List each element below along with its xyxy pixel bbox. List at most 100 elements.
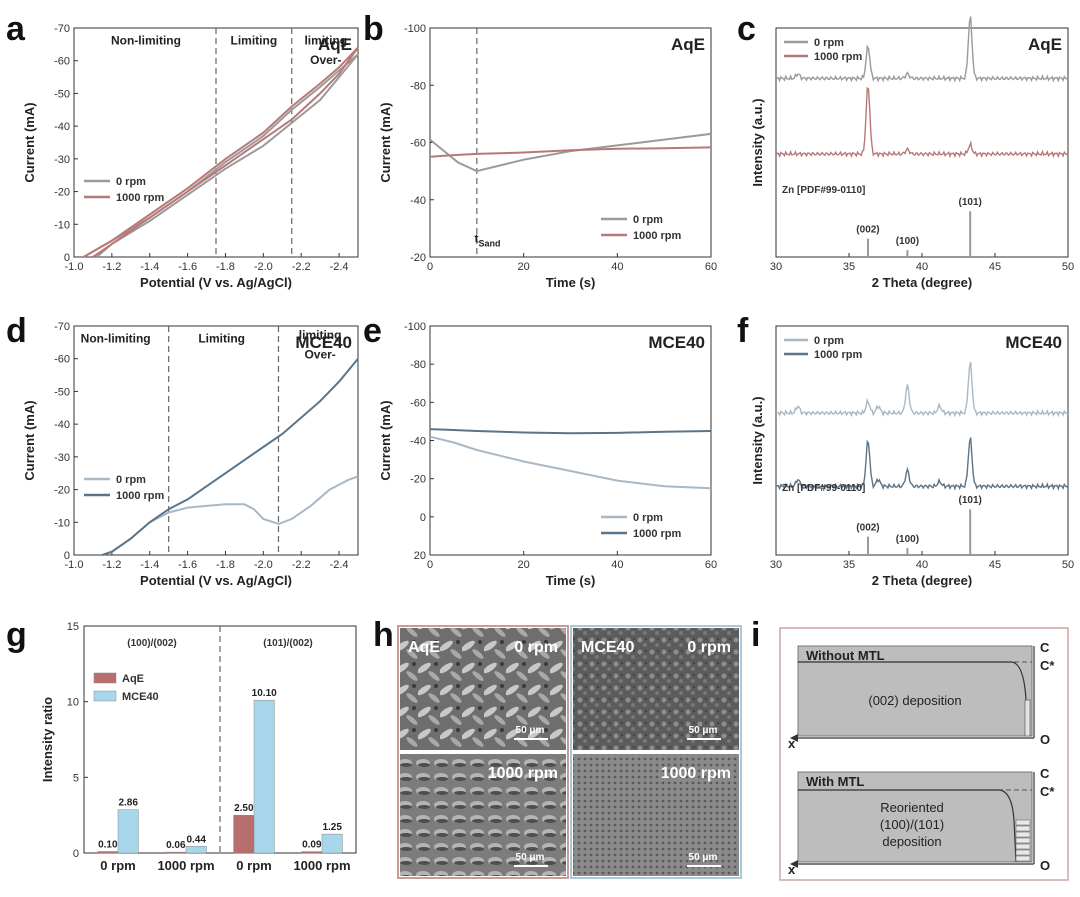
arrow-icon [790, 734, 798, 742]
panel-letter-d: d [6, 312, 27, 350]
x-tick-label: -1.4 [140, 261, 159, 273]
sem-mce-0rpm-label: 0 rpm [687, 639, 731, 656]
y-tick-label: 0 [64, 550, 70, 562]
x-axis-label: 2 Theta (degree) [872, 573, 972, 588]
panel-letter-c: c [737, 10, 756, 48]
x-category-label: 0 rpm [100, 858, 135, 873]
panel-letter-g: g [6, 616, 27, 654]
schematic-bottom-text-3: deposition [882, 834, 941, 849]
y-tick-label: -60 [54, 56, 70, 68]
bar-mce40 [253, 699, 275, 854]
x-axis-label: Time (s) [546, 573, 596, 588]
series-line-0 [429, 132, 712, 173]
sem-mce-0rpm-image [573, 628, 739, 750]
region-label: Over- [310, 53, 341, 67]
bar-data-label: 0.44 [186, 834, 206, 845]
y-tick-label: 20 [414, 550, 426, 562]
sem-mce-1000rpm-label: 1000 rpm [661, 765, 731, 782]
x-tick-label: 35 [843, 559, 855, 571]
bar-data-label: 2.86 [118, 798, 138, 809]
y-tick-label: -40 [410, 436, 426, 448]
legend-label: 0 rpm [814, 335, 844, 347]
x-tick-label: 20 [518, 261, 530, 273]
region-label: Limiting [231, 33, 278, 47]
x-tick-label: 35 [843, 261, 855, 273]
sem-aqe-1000rpm-image [400, 754, 566, 876]
sem-mce-frame [570, 625, 742, 879]
region-label: Limiting [198, 331, 245, 345]
bar-data-label: 0.10 [98, 839, 118, 850]
x-category-label: 0 rpm [236, 858, 271, 873]
reference-stick-label: (100) [896, 236, 919, 247]
sem-scale-label: 50 μm [689, 725, 718, 736]
y-tick-label: -100 [404, 321, 426, 333]
x-tick-label: 0 [427, 559, 433, 571]
y-tick-label: -50 [54, 88, 70, 100]
group-label: (101)/(002) [263, 638, 312, 649]
y-tick-label: -60 [54, 354, 70, 366]
sem-aqe-1000rpm-label: 1000 rpm [488, 765, 558, 782]
legend-label: 1000 rpm [814, 349, 863, 361]
series-line-0 [82, 53, 359, 258]
panel-f-xrd-mce40: 30 35 40 45 50 2 Theta (degree) Intensity (a.u… [750, 325, 1074, 588]
y-axis-label: Intensity ratio [40, 697, 55, 782]
bar-data-label: 2.50 [234, 803, 254, 814]
sem-scale-label: 50 μm [516, 725, 545, 736]
panel-letter-b: b [363, 10, 384, 48]
x-tick-label: -2.2 [292, 261, 311, 273]
legend-label: 0 rpm [633, 512, 663, 524]
group-label: (100)/(002) [127, 638, 176, 649]
y-tick-label: 15 [67, 621, 79, 633]
x-tick-label: 0 [427, 261, 433, 273]
schematic-x-label: x [788, 862, 796, 877]
x-tick-label: 45 [989, 559, 1001, 571]
x-tick-label: -2.2 [292, 559, 311, 571]
bar-mce40 [321, 833, 343, 854]
panel-letter-f: f [737, 312, 749, 350]
x-tick-label: 20 [518, 559, 530, 571]
x-tick-label: 40 [611, 559, 623, 571]
bar-data-label: 0.06 [166, 840, 186, 851]
series-line-1 [102, 358, 359, 556]
y-tick-label: -20 [410, 474, 426, 486]
sem-aqe-frame [397, 625, 569, 879]
panel-i-schematic: Without MTL (002) deposition C C* O x Wi… [779, 627, 1069, 881]
x-tick-label: 45 [989, 261, 1001, 273]
schematic-bottom-text-2: (100)/(101) [880, 817, 944, 832]
schematic-cstar-label: C* [1040, 658, 1055, 673]
xrd-pattern-0 [775, 16, 1069, 83]
sem-aqe-label: AqE [408, 639, 440, 656]
reference-stick-label: (101) [959, 495, 982, 506]
legend-label: 1000 rpm [116, 192, 165, 204]
bar-data-label: 10.10 [252, 688, 277, 699]
bar-aqe [165, 851, 187, 854]
schematic-top-title: Without MTL [806, 648, 885, 663]
series-line-1 [82, 46, 359, 258]
reference-stick-label: (002) [856, 225, 879, 236]
x-tick-label: -2.4 [330, 559, 349, 571]
legend-label: 1000 rpm [633, 528, 682, 540]
x-tick-label: 50 [1062, 559, 1074, 571]
y-tick-label: 10 [67, 697, 79, 709]
legend-label: 1000 rpm [116, 490, 165, 502]
sem-aqe-0rpm-label: 0 rpm [514, 639, 558, 656]
bar-mce40 [117, 809, 139, 854]
bar-mce40 [185, 846, 207, 854]
legend-label: AqE [122, 673, 144, 685]
legend-swatch [93, 690, 117, 702]
legend-label: 1000 rpm [814, 51, 863, 63]
panel-letter-h: h [373, 616, 394, 654]
reference-label: Zn [PDF#99-0110] [782, 185, 865, 196]
bar-data-label: 1.25 [322, 822, 342, 833]
x-tick-label: -1.4 [140, 559, 159, 571]
sem-mce-label: MCE40 [581, 639, 634, 656]
bar-aqe [97, 851, 119, 854]
y-tick-label: -100 [404, 23, 426, 35]
x-tick-label: -1.2 [102, 559, 121, 571]
y-tick-label: -30 [54, 452, 70, 464]
schematic-bottom-title: With MTL [806, 774, 864, 789]
concentration-profile-bottom [798, 789, 1017, 863]
x-tick-label: 40 [916, 261, 928, 273]
bar-aqe [233, 814, 255, 854]
